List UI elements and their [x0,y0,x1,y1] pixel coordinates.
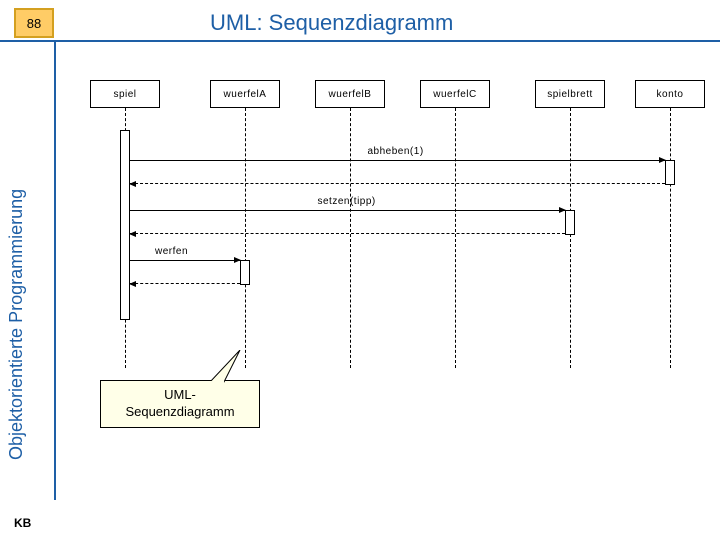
return-arrow [130,183,665,184]
message-label: werfen [155,246,188,257]
lifeline-box: wuerfelC [420,80,490,108]
activation-bar [565,210,575,235]
callout-box: UML-Sequenzdiagramm [100,380,260,428]
page-number-box: 88 [14,8,54,38]
message-arrow [130,260,240,261]
message-arrow [130,160,665,161]
sidebar-label: Objektorientierte Programmierung [6,189,27,460]
activation-bar [120,130,130,320]
activation-bar [665,160,675,185]
lifeline-box: konto [635,80,705,108]
page-number: 88 [27,16,41,31]
callout-pointer [210,350,250,384]
footer-initials: KB [14,516,31,530]
lifeline-box: spielbrett [535,80,605,108]
activation-bar [240,260,250,285]
return-arrow [130,283,240,284]
lifeline [350,108,351,368]
lifeline-box: wuerfelA [210,80,280,108]
sequence-diagram: spiel wuerfelA wuerfelB wuerfelC spielbrett k… [70,70,710,410]
header-rule [0,40,720,42]
sidebar-rule [54,40,56,500]
page-title: UML: Sequenzdiagramm [210,10,453,36]
message-arrow [130,210,565,211]
lifeline [670,108,671,368]
return-arrow [130,233,565,234]
lifeline [455,108,456,368]
lifeline-box: spiel [90,80,160,108]
message-label: abheben(1) [368,146,424,157]
lifeline-box: wuerfelB [315,80,385,108]
callout-text: UML-Sequenzdiagramm [125,387,234,419]
lifeline [245,108,246,368]
message-label: setzen(tipp) [318,196,376,207]
lifeline [570,108,571,368]
